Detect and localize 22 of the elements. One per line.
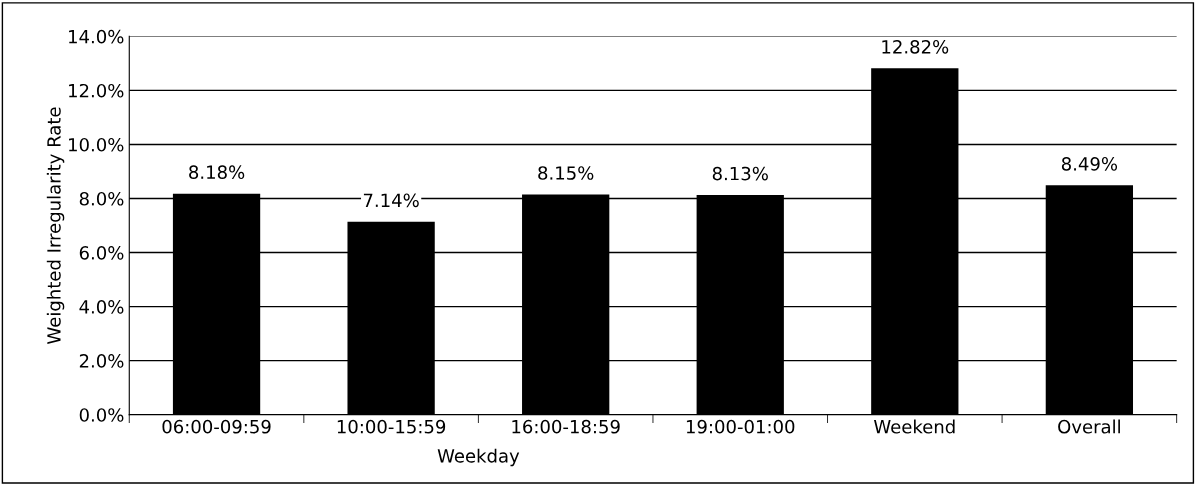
y-tick-label: 14.0%	[69, 29, 124, 44]
data-label: 7.14%	[363, 193, 419, 208]
x-tick-label: 16:00-18:59	[512, 419, 620, 434]
x-tick-label: 10:00-15:59	[337, 419, 446, 434]
y-tick-label: 4.0%	[79, 300, 124, 314]
data-label: 8.15%	[538, 166, 594, 180]
data-label: 8.18%	[189, 165, 245, 180]
y-tick-label: 0.0%	[79, 408, 124, 422]
data-label: 12.82%	[882, 39, 949, 54]
y-tick-label: 10.0%	[69, 137, 124, 152]
x-tick-label: Overall	[1058, 419, 1120, 434]
y-tick-label: 2.0%	[79, 354, 124, 368]
x-tick-label: 19:00-01:00	[686, 419, 795, 434]
y-tick-label: 12.0%	[69, 83, 124, 98]
data-label: 8.49%	[1061, 157, 1118, 171]
y-tick-label: 6.0%	[79, 246, 124, 260]
y-tick-label: 8.0%	[79, 191, 124, 206]
x-axis-title: Weekday	[437, 448, 520, 467]
data-label: 8.13%	[712, 166, 768, 181]
x-tick-label: 06:00-09:59	[162, 419, 271, 434]
x-tick-label: Weekend	[873, 419, 955, 434]
y-axis-title: Weighted Irregularity Rate	[46, 107, 65, 344]
